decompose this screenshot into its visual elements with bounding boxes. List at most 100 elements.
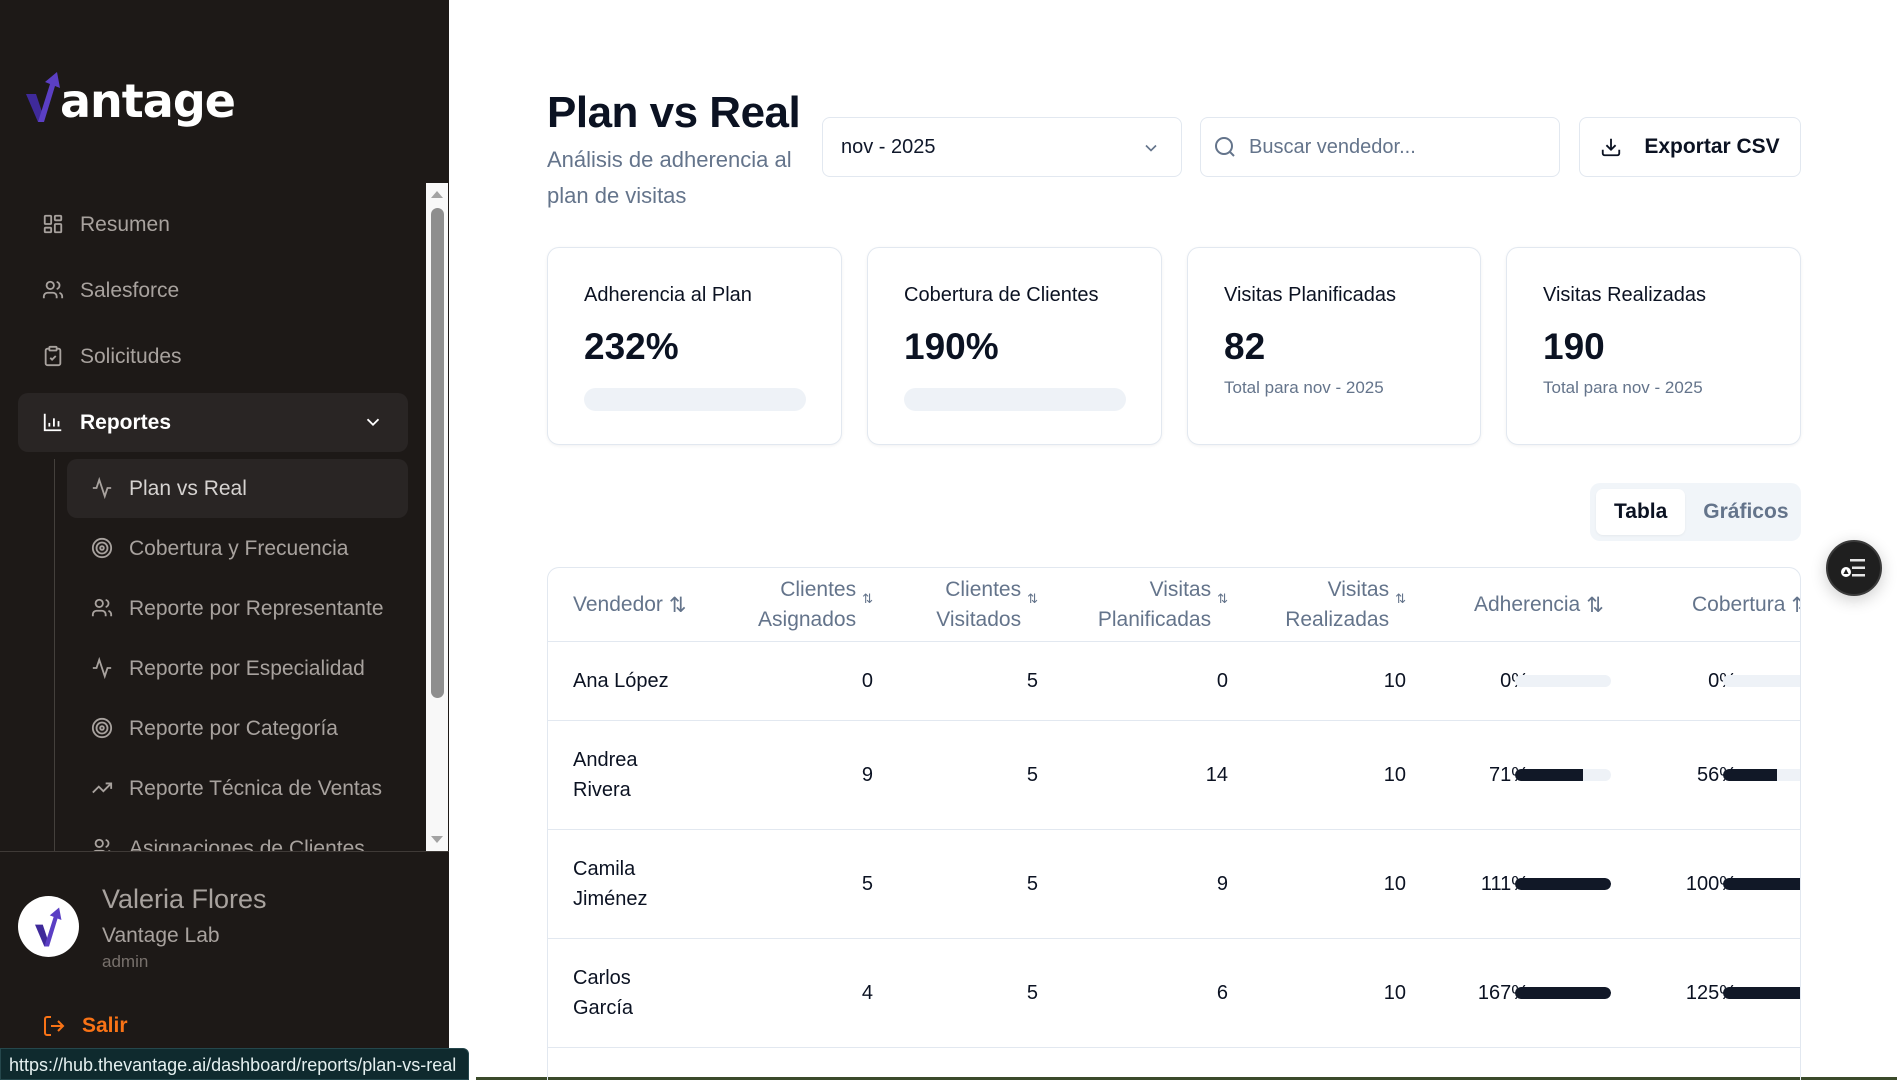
cell-visitas-realizadas: 10 — [1383, 872, 1406, 895]
cobertura-bar — [1723, 878, 1800, 890]
sort-icon[interactable]: ⇅ — [1791, 593, 1800, 618]
column-header-clientes-asignados[interactable]: Clientes Asignados ⇅ — [758, 578, 873, 631]
sidebar-subitem-plan-vs-real[interactable]: Plan vs Real — [67, 459, 408, 518]
sidebar-subitem-label: Reporte Técnica de Ventas — [129, 776, 382, 800]
search-input[interactable] — [1249, 135, 1539, 159]
table-row[interactable]: Ana López 0 5 0 10 0% 0% — [548, 642, 1800, 721]
cell-visitas-realizadas: 10 — [1383, 669, 1406, 692]
column-header-visitas-planificadas[interactable]: Visitas Planificadas ⇅ — [1097, 578, 1228, 631]
link-status-bar: https://hub.thevantage.ai/dashboard/repo… — [0, 1048, 470, 1080]
sidebar-subitem-especialidad[interactable]: Reporte por Especialidad — [67, 639, 408, 698]
column-header-visitas-realizadas[interactable]: Visitas Realizadas ⇅ — [1285, 578, 1406, 631]
table-row[interactable]: Carlos García 4 5 6 10 167% 125% — [548, 939, 1800, 1048]
logout-label: Salir — [82, 1014, 128, 1037]
bar-chart-icon — [42, 411, 66, 435]
logo-mark-icon — [34, 907, 61, 946]
cell-clientes-visitados: 5 — [1026, 981, 1038, 1004]
cell-visitas-planificadas: 14 — [1205, 763, 1228, 786]
sidebar-nav: Resumen Salesforce Solicitudes Reportes — [0, 183, 449, 851]
sort-icon[interactable]: ⇅ — [668, 593, 687, 617]
sidebar-subitem-cobertura[interactable]: Cobertura y Frecuencia — [67, 519, 408, 578]
cell-cobertura: 100% — [1685, 872, 1737, 895]
sidebar-item-resumen[interactable]: Resumen — [18, 195, 408, 254]
column-header-vendedor[interactable]: Vendedor ⇅ — [573, 593, 687, 617]
tab-tabla[interactable]: Tabla — [1596, 489, 1686, 535]
scroll-up-arrow-icon[interactable] — [431, 191, 443, 198]
cell-cobertura: 125% — [1685, 981, 1737, 1004]
table-row[interactable]: Camila Jiménez 5 5 9 10 111% 100% — [548, 830, 1800, 939]
avatar[interactable] — [18, 896, 79, 957]
user-organization: Vantage Lab — [102, 924, 220, 947]
cell-visitas-planificadas: 9 — [1216, 872, 1228, 895]
sidebar-subitem-label: Reporte por Especialidad — [129, 656, 365, 680]
sort-icon[interactable]: ⇅ — [1395, 591, 1406, 606]
vendedor-name: Andrea Rivera — [573, 749, 638, 801]
sort-icon[interactable]: ⇅ — [862, 591, 873, 606]
search-field[interactable] — [1200, 117, 1560, 177]
cell-clientes-visitados: 5 — [1026, 872, 1038, 895]
kpi-subtext: Total para nov - 2025 — [1543, 378, 1703, 397]
sidebar-subitem-tecnica-ventas[interactable]: Reporte Técnica de Ventas — [67, 759, 408, 818]
cobertura-bar — [1723, 675, 1800, 687]
user-name: Valeria Flores — [102, 884, 267, 914]
download-icon — [1600, 136, 1622, 158]
cell-clientes-asignados: 9 — [861, 763, 873, 786]
sidebar-subitem-label: Asignaciones de Clientes — [129, 836, 365, 852]
sidebar-item-salesforce[interactable]: Salesforce — [18, 261, 408, 320]
tab-graficos[interactable]: Gráficos — [1703, 500, 1789, 523]
sidebar-subitem-label: Cobertura y Frecuencia — [129, 536, 349, 560]
kpi-card-visitas-realizadas: Visitas Realizadas 190 Total para nov - … — [1506, 247, 1801, 445]
kpi-value: 190 — [1543, 326, 1605, 367]
users-icon — [91, 597, 115, 621]
brand-logo[interactable]: antage — [24, 58, 236, 124]
sidebar-subitem-asignaciones[interactable]: Asignaciones de Clientes — [67, 819, 408, 851]
kpi-label: Visitas Realizadas — [1543, 284, 1707, 306]
activity-icon — [91, 476, 115, 501]
sidebar-subitem-label: Plan vs Real — [129, 476, 247, 500]
search-icon — [1213, 135, 1237, 159]
sort-icon[interactable]: ⇅ — [1027, 591, 1038, 606]
vendedor-name: Carlos García — [573, 967, 634, 1019]
table-header: Vendedor ⇅ Clientes Asignados ⇅ Clientes V… — [548, 568, 1800, 642]
sidebar-item-reportes[interactable]: Reportes — [18, 393, 408, 452]
cell-visitas-realizadas: 10 — [1383, 981, 1406, 1004]
table-row[interactable]: Andrea Rivera 9 5 14 10 71% 56% — [548, 721, 1800, 830]
cell-clientes-asignados: 5 — [861, 872, 873, 895]
sort-icon[interactable]: ⇅ — [1217, 591, 1228, 606]
kpi-value: 82 — [1224, 326, 1266, 367]
kpi-value: 232% — [584, 326, 679, 367]
chevron-down-icon — [1141, 138, 1161, 164]
chevron-down-icon[interactable] — [362, 411, 384, 439]
window-bottom-edge — [476, 1077, 1897, 1080]
sort-icon[interactable]: ⇅ — [1586, 593, 1604, 617]
scroll-down-arrow-icon[interactable] — [431, 836, 443, 843]
users-icon — [91, 837, 115, 851]
column-header-cobertura[interactable]: Cobertura ⇅ — [1692, 568, 1800, 642]
user-role: admin — [102, 952, 149, 971]
vendedor-name: Camila Jiménez — [573, 858, 648, 910]
logout-button[interactable]: Salir — [42, 1014, 128, 1038]
target-icon — [91, 537, 115, 561]
cell-visitas-realizadas: 10 — [1383, 763, 1406, 786]
scrollbar-thumb[interactable] — [431, 208, 444, 698]
period-select[interactable]: nov - 2025 — [822, 117, 1182, 177]
cobertura-bar — [1723, 769, 1800, 781]
vendedor-name: Ana López — [573, 670, 669, 692]
plan-vs-real-table: Vendedor ⇅ Clientes Asignados ⇅ Clientes V… — [547, 567, 1801, 1080]
sidebar-subitem-representante[interactable]: Reporte por Representante — [67, 579, 408, 638]
column-header-clientes-visitados[interactable]: Clientes Visitados ⇅ — [936, 578, 1038, 631]
export-csv-button[interactable]: Exportar CSV — [1579, 117, 1801, 177]
sidebar: antage Resumen Salesforce Solicitudes — [0, 0, 449, 1080]
sidebar-item-label: Solicitudes — [80, 344, 182, 368]
filter-list-icon — [1841, 559, 1865, 577]
view-tabs: Tabla Gráficos — [1590, 483, 1801, 541]
column-header-adherencia[interactable]: Adherencia ⇅ — [1474, 593, 1604, 617]
sidebar-subitem-categoria[interactable]: Reporte por Categoría — [67, 699, 408, 758]
floating-filter-button[interactable] — [1826, 540, 1882, 596]
period-select-value: nov - 2025 — [841, 135, 936, 158]
kpi-card-visitas-planificadas: Visitas Planificadas 82 Total para nov -… — [1187, 247, 1481, 445]
user-profile: Valeria Flores Vantage Lab admin Salir — [0, 851, 449, 1080]
sidebar-item-solicitudes[interactable]: Solicitudes — [18, 327, 408, 386]
sidebar-scrollbar[interactable] — [426, 183, 448, 851]
sidebar-subitem-label: Reporte por Representante — [129, 596, 384, 620]
